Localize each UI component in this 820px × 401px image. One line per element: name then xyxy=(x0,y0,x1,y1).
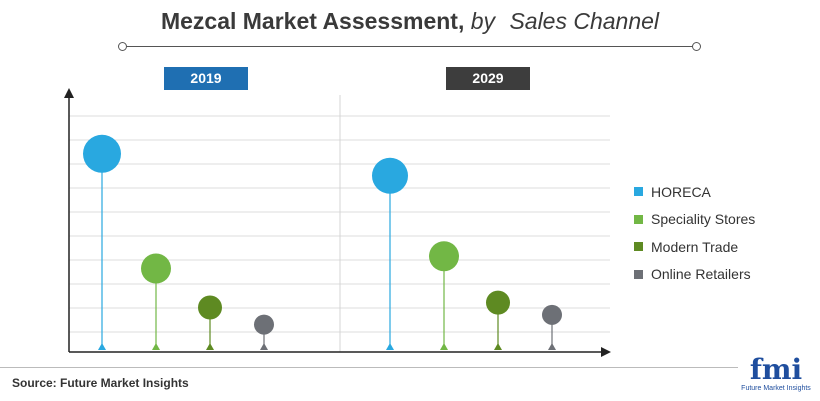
year-badge-2029: 2029 xyxy=(446,67,530,90)
bubble-point xyxy=(141,253,171,284)
chart-marks xyxy=(83,134,562,350)
legend-swatch xyxy=(634,269,643,279)
stem-base-marker xyxy=(494,343,502,350)
legend-label: Modern Trade xyxy=(651,238,739,255)
stem-base-marker xyxy=(206,343,214,350)
legend-swatch xyxy=(634,214,643,224)
legend-swatch xyxy=(634,187,643,197)
bubble-point xyxy=(198,295,222,320)
legend-swatch xyxy=(634,242,643,252)
title-main: Mezcal Market Assessment xyxy=(160,8,458,34)
title-separator: , xyxy=(457,8,465,34)
legend-item: Modern Trade xyxy=(634,233,755,261)
title-by: by xyxy=(470,8,496,34)
chart-title: Mezcal Market Assessment, by Sales Chann… xyxy=(0,8,820,35)
x-axis-arrow xyxy=(601,347,611,357)
stem-base-marker xyxy=(152,343,160,350)
year-badge-2019: 2019 xyxy=(164,67,248,90)
legend-item: Speciality Stores xyxy=(634,206,755,234)
underline-right-dot xyxy=(692,42,701,51)
stem-base-marker xyxy=(260,343,268,350)
legend-label: Speciality Stores xyxy=(651,211,756,228)
source-note: Source: Future Market Insights xyxy=(12,376,189,390)
underline-left-dot xyxy=(118,42,127,51)
bubble-point xyxy=(542,304,562,325)
logo-tagline: Future Market Insights xyxy=(741,385,811,392)
bubble-point xyxy=(83,134,121,173)
legend-label: Online Retailers xyxy=(651,266,751,283)
stem-base-marker xyxy=(98,343,106,350)
bubble-point xyxy=(486,290,510,315)
footer-divider xyxy=(0,367,738,368)
logo-wordmark: fmi xyxy=(749,353,803,386)
stem-base-marker xyxy=(548,343,556,350)
bubble-point xyxy=(429,241,459,272)
title-underline xyxy=(122,46,698,47)
y-axis-arrow xyxy=(64,88,74,98)
bubble-point xyxy=(254,314,274,335)
stem-base-marker xyxy=(440,343,448,350)
fmi-logo: fmi Future Market Insights xyxy=(738,353,814,397)
stem-base-marker xyxy=(386,343,394,350)
bubble-point xyxy=(372,157,408,194)
legend-item: Online Retailers xyxy=(634,261,755,289)
chart-legend: HORECA Speciality Stores Modern Trade Onlin… xyxy=(634,178,755,288)
legend-label: HORECA xyxy=(651,183,711,200)
legend-item: HORECA xyxy=(634,178,755,206)
title-subject: Sales Channel xyxy=(509,8,660,34)
